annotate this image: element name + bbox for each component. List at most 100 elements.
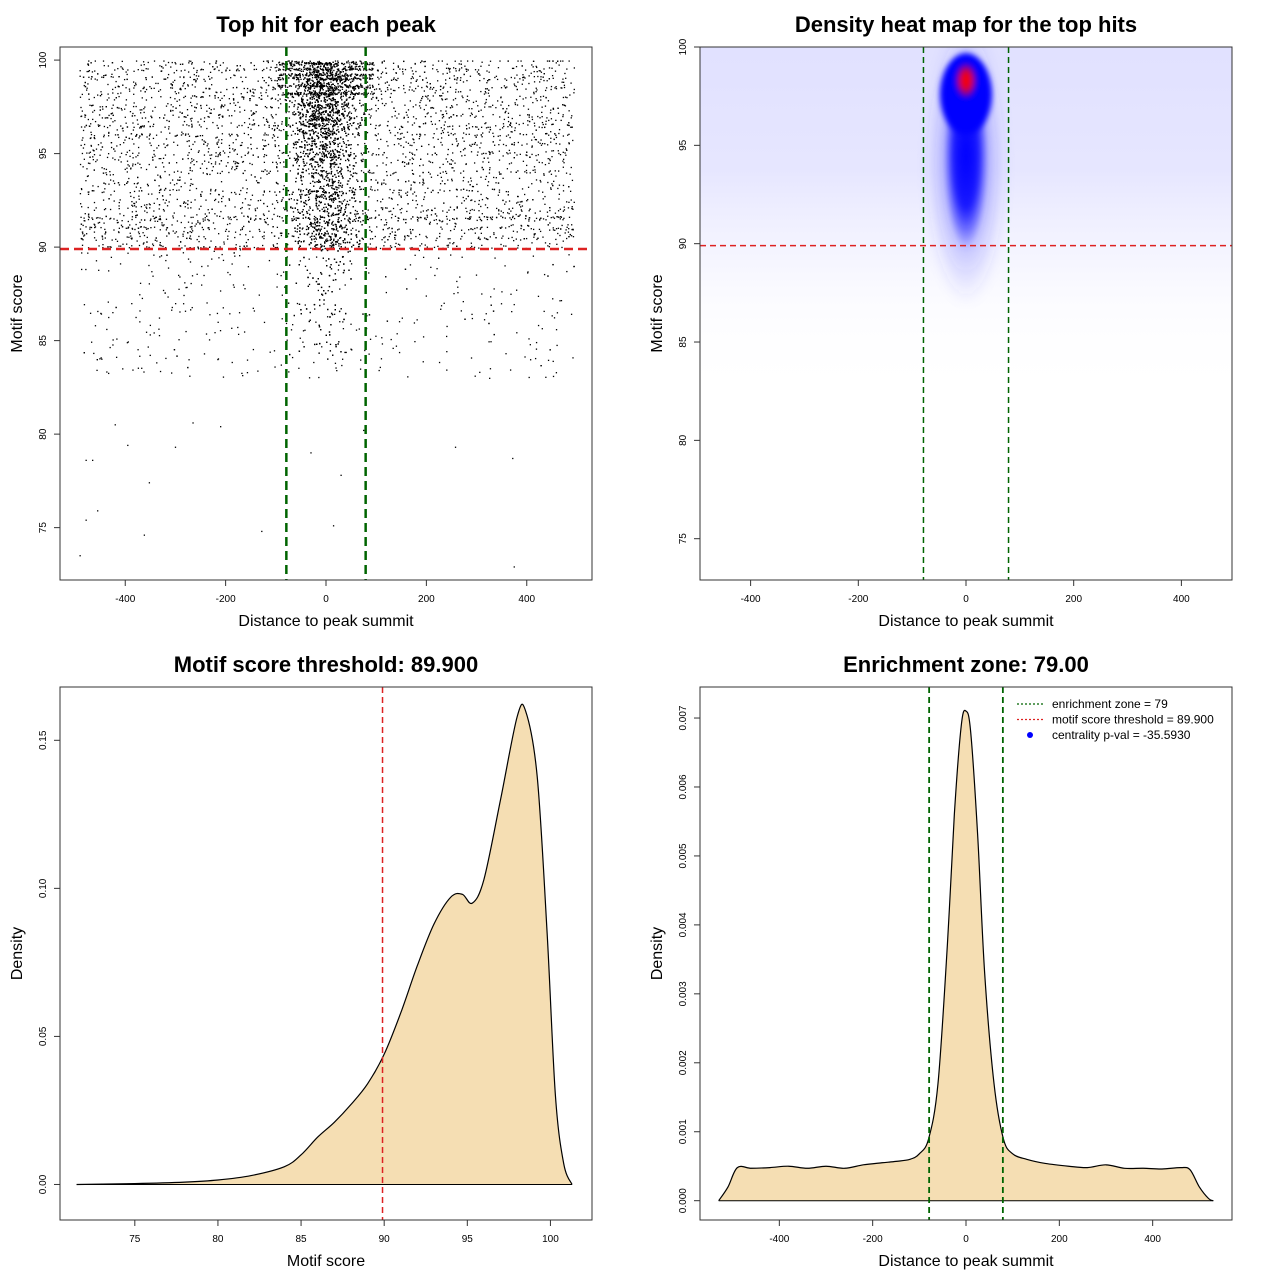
scatter-point — [197, 221, 199, 224]
scatter-point — [366, 148, 368, 150]
scatter-point — [277, 100, 279, 102]
scatter-point — [420, 211, 422, 213]
scatter-point — [425, 85, 428, 87]
scatter-point — [265, 134, 267, 136]
scatter-point — [188, 172, 190, 175]
scatter-point — [178, 274, 180, 277]
scatter-point — [263, 237, 265, 240]
scatter-point — [511, 117, 513, 120]
scatter-point — [233, 160, 235, 163]
scatter-point — [567, 124, 569, 126]
scatter-point — [200, 193, 202, 196]
scatter-point — [411, 89, 413, 91]
scatter-point — [339, 321, 341, 323]
scatter-point — [362, 188, 365, 190]
scatter-point — [268, 259, 271, 262]
scatter-point — [539, 219, 541, 221]
scatter-point — [231, 263, 233, 265]
scatter-point — [544, 195, 546, 198]
scatter-point — [536, 159, 538, 161]
scatter-point — [200, 107, 202, 109]
scatter-point — [484, 106, 486, 108]
scatter-point — [516, 104, 519, 106]
scatter-point — [160, 255, 163, 257]
scatter-point — [246, 371, 249, 374]
scatter-point — [189, 189, 191, 191]
scatter-point — [107, 153, 110, 155]
scatter-point — [266, 217, 269, 220]
scatter-point — [286, 256, 288, 258]
scatter-point — [175, 63, 177, 65]
scatter-point — [246, 245, 248, 247]
scatter-point — [415, 207, 417, 209]
scatter-point — [339, 185, 342, 187]
scatter-point — [134, 163, 137, 166]
scatter-point — [423, 198, 425, 201]
scatter-point — [377, 133, 379, 135]
scatter-point — [162, 245, 164, 248]
scatter-point — [460, 115, 462, 117]
scatter-point — [330, 168, 332, 170]
scatter-point — [460, 91, 462, 93]
scatter-point — [217, 358, 219, 361]
scatter-point — [271, 137, 274, 139]
scatter-point — [263, 202, 265, 205]
scatter-point — [368, 169, 371, 171]
scatter-point — [161, 222, 163, 224]
scatter-point — [86, 87, 88, 89]
scatter-point — [370, 108, 373, 110]
scatter-point — [272, 226, 274, 228]
scatter-point — [422, 178, 424, 180]
scatter-point — [311, 120, 313, 122]
scatter-point — [369, 229, 371, 231]
scatter-point — [508, 200, 511, 202]
scatter-point — [287, 97, 289, 99]
scatter-point — [153, 202, 155, 204]
scatter-point — [216, 124, 218, 127]
scatter-point — [457, 143, 460, 145]
scatter-point — [243, 215, 245, 217]
scatter-point — [222, 116, 224, 118]
scatter-point — [389, 188, 391, 191]
scatter-point — [462, 137, 464, 139]
scatter-point — [182, 303, 185, 305]
scatter-point — [89, 137, 92, 140]
scatter-point — [267, 95, 269, 97]
scatter-point — [139, 109, 141, 111]
scatter-point — [392, 347, 394, 350]
scatter-point — [127, 69, 129, 71]
scatter-point — [87, 175, 89, 177]
scatter-point — [180, 88, 182, 91]
scatter-point — [435, 89, 437, 92]
scatter-point — [445, 110, 447, 112]
scatter-point — [276, 66, 278, 68]
scatter-point — [498, 191, 501, 193]
scatter-point — [345, 351, 347, 354]
scatter-point — [381, 102, 384, 105]
scatter-point — [236, 162, 238, 164]
scatter-point — [126, 160, 129, 162]
scatter-point — [218, 139, 220, 141]
scatter-point — [304, 145, 306, 147]
scatter-point — [448, 117, 450, 119]
scatter-point — [566, 201, 568, 203]
scatter-point — [257, 370, 259, 372]
scatter-point — [294, 61, 296, 63]
scatter-point — [296, 133, 299, 135]
scatter-point — [316, 206, 318, 208]
scatter-point — [573, 92, 575, 94]
scatter-point — [341, 88, 344, 90]
scatter-point — [446, 161, 449, 163]
scatter-point — [541, 142, 544, 145]
scatter-point — [165, 229, 168, 231]
scatter-point — [382, 207, 384, 209]
scatter-point — [202, 218, 204, 220]
scatter-point — [430, 120, 432, 123]
scatter-point — [246, 191, 248, 194]
scatter-point — [476, 227, 478, 229]
scatter-point — [369, 243, 371, 245]
scatter-point — [164, 292, 166, 294]
scatter-point — [184, 95, 187, 98]
scatter-point — [546, 60, 549, 62]
scatter-point — [463, 73, 465, 76]
